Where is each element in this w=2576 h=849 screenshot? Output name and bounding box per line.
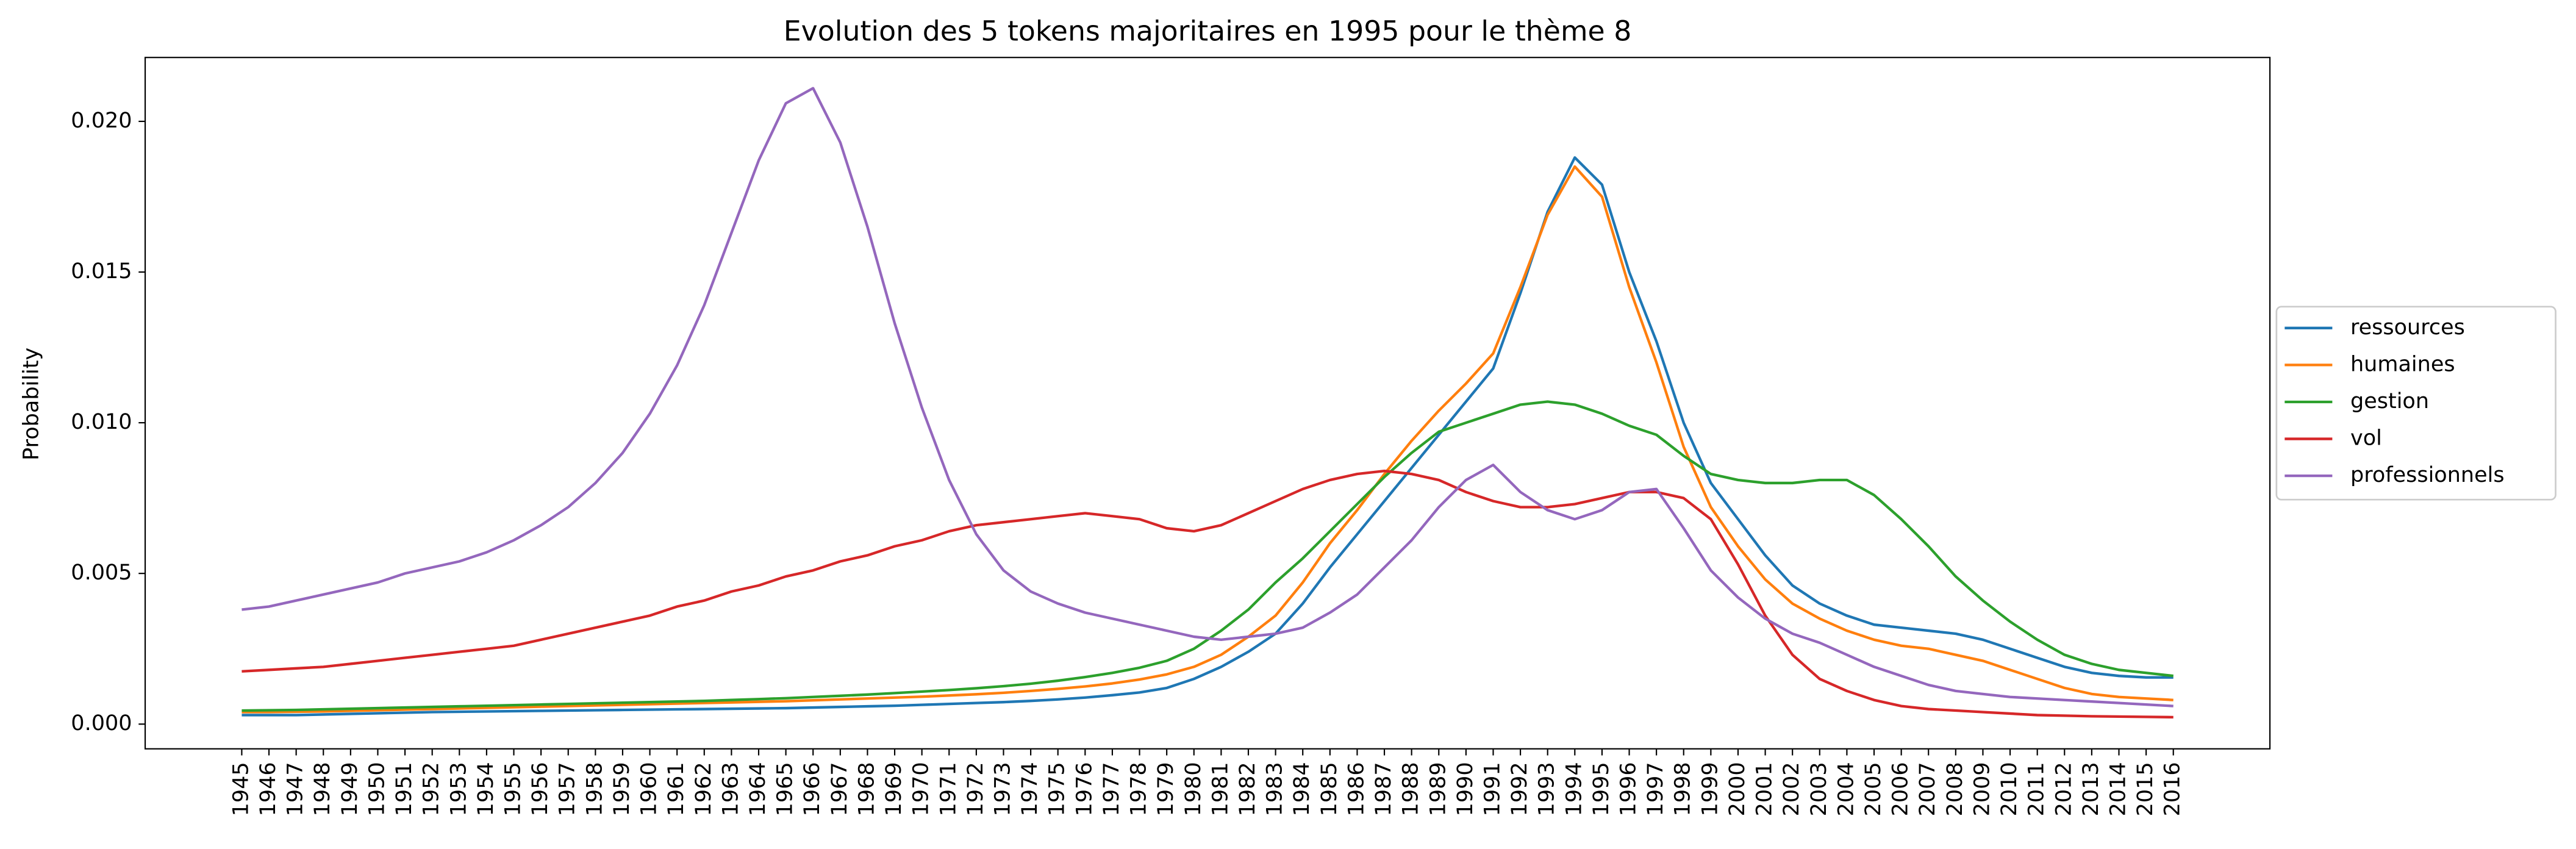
x-tick-label: 1952 — [420, 762, 444, 816]
x-tick-label: 2007 — [1916, 762, 1940, 816]
chart-title: Evolution des 5 tokens majoritaires en 1… — [784, 15, 1632, 47]
y-tick-label: 0.020 — [71, 109, 132, 133]
x-tick-label: 2010 — [1997, 762, 2022, 816]
x-tick-label: 1959 — [610, 762, 634, 816]
legend-label: humaines — [2350, 352, 2455, 376]
x-tick-label: 1994 — [1562, 762, 1586, 816]
x-tick-label: 2015 — [2133, 762, 2158, 816]
x-tick-label: 2000 — [1725, 762, 1750, 816]
legend-label: gestion — [2350, 389, 2429, 414]
x-tick-label: 1963 — [718, 762, 743, 816]
x-tick-label: 1957 — [556, 762, 580, 816]
x-tick-label: 2008 — [1943, 762, 1967, 816]
x-tick-label: 1988 — [1399, 762, 1423, 816]
legend-label: professionnels — [2350, 463, 2505, 487]
series-line — [242, 470, 2174, 719]
x-tick-label: 1972 — [964, 762, 988, 816]
x-tick-label: 1967 — [828, 762, 852, 816]
x-tick-label: 1949 — [338, 762, 362, 816]
x-tick-label: 1992 — [1508, 762, 1532, 816]
x-tick-label: 2001 — [1753, 762, 1777, 816]
x-tick-label: 1983 — [1263, 762, 1287, 816]
x-tick-label: 1974 — [1018, 762, 1042, 816]
y-tick-label: 0.015 — [71, 259, 132, 284]
x-tick-label: 1985 — [1317, 762, 1342, 816]
x-tick-label: 1980 — [1181, 762, 1206, 816]
y-axis-label: Probability — [19, 348, 43, 460]
x-tick-label: 1998 — [1671, 762, 1695, 816]
x-tick-label: 1962 — [692, 762, 716, 816]
x-tick-label: 2016 — [2161, 762, 2185, 816]
x-tick-label: 1951 — [392, 762, 417, 816]
x-tick-label: 1978 — [1127, 762, 1151, 816]
x-tick-label: 1984 — [1290, 762, 1314, 816]
x-tick-label: 1947 — [284, 762, 308, 816]
x-tick-label: 1960 — [637, 762, 662, 816]
x-tick-label: 1961 — [664, 762, 689, 816]
series-line — [242, 156, 2174, 717]
x-tick-label: 1996 — [1617, 762, 1641, 816]
x-tick-label: 2003 — [1807, 762, 1831, 816]
y-tick-label: 0.000 — [71, 711, 132, 736]
y-tick-label: 0.010 — [71, 410, 132, 434]
x-tick-label: 1975 — [1045, 762, 1070, 816]
x-tick-label: 1969 — [882, 762, 906, 816]
x-tick-label: 2006 — [1889, 762, 1913, 816]
x-tick-label: 1997 — [1644, 762, 1668, 816]
x-tick-label: 2011 — [2025, 762, 2049, 816]
series-line — [242, 165, 2174, 714]
x-tick-label: 2002 — [1780, 762, 1804, 816]
x-tick-label: 1991 — [1480, 762, 1504, 816]
x-tick-label: 1950 — [365, 762, 389, 816]
x-tick-label: 2009 — [1970, 762, 1994, 816]
x-tick-label: 1970 — [909, 762, 934, 816]
x-tick-label: 1990 — [1453, 762, 1478, 816]
x-tick-label: 2012 — [2052, 762, 2076, 816]
x-tick-label: 2013 — [2079, 762, 2103, 816]
x-tick-label: 1987 — [1372, 762, 1396, 816]
x-tick-label: 2005 — [1861, 762, 1886, 816]
x-tick-label: 1964 — [746, 762, 770, 816]
x-tick-label: 2014 — [2106, 762, 2131, 816]
x-tick-label: 1986 — [1344, 762, 1368, 816]
x-tick-label: 1966 — [800, 762, 825, 816]
x-tick-label: 1948 — [310, 762, 335, 816]
legend-box — [2275, 306, 2556, 501]
x-tick-label: 1979 — [1154, 762, 1178, 816]
series-line — [242, 87, 2174, 708]
x-tick-label: 1989 — [1426, 762, 1450, 816]
x-tick-label: 1999 — [1698, 762, 1722, 816]
x-tick-label: 1946 — [256, 762, 281, 816]
x-tick-label: 1977 — [1100, 762, 1124, 816]
legend-label: ressources — [2350, 315, 2465, 340]
x-tick-label: 1955 — [501, 762, 526, 816]
x-tick-label: 1982 — [1236, 762, 1260, 816]
x-tick-label: 1958 — [582, 762, 607, 816]
legend-label: vol — [2350, 426, 2382, 451]
x-tick-label: 1971 — [936, 762, 961, 816]
x-tick-label: 1995 — [1589, 762, 1614, 816]
series-line — [242, 400, 2174, 712]
x-tick-label: 1981 — [1208, 762, 1233, 816]
x-tick-label: 1945 — [229, 762, 253, 816]
x-tick-label: 1973 — [990, 762, 1015, 816]
x-tick-label: 1953 — [446, 762, 471, 816]
x-tick-label: 2004 — [1834, 762, 1858, 816]
plot-frame — [144, 57, 2271, 750]
x-tick-label: 1954 — [474, 762, 498, 816]
x-tick-label: 1993 — [1535, 762, 1559, 816]
x-tick-label: 1965 — [773, 762, 798, 816]
x-tick-label: 1968 — [854, 762, 879, 816]
x-tick-label: 1976 — [1072, 762, 1097, 816]
y-tick-label: 0.005 — [71, 561, 132, 585]
x-tick-label: 1956 — [528, 762, 553, 816]
